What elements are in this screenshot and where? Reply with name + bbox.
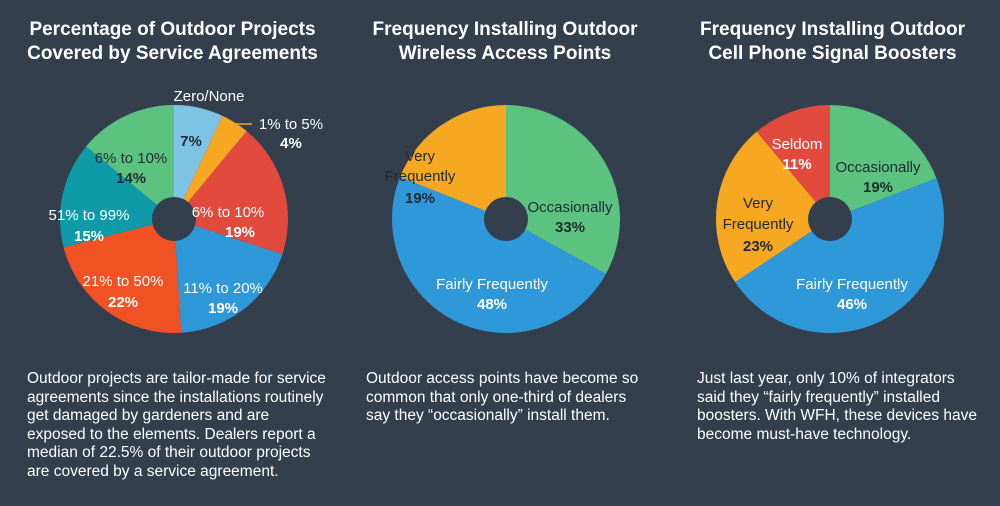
slice-name-label: 51% to 99% xyxy=(49,207,130,224)
pie-slice xyxy=(174,115,247,219)
pie-slice xyxy=(174,105,223,219)
slice-name-label: Fairly Frequently xyxy=(436,276,548,293)
slice-name-label: Very xyxy=(405,148,436,165)
chart-panel-service-agreements: Percentage of Outdoor Projects Covered b… xyxy=(0,0,345,506)
slice-value-label: 46% xyxy=(837,296,867,313)
slice-name-label: Occasionally xyxy=(527,199,613,216)
pie-slice xyxy=(756,105,830,219)
slice-name-label: Occasionally xyxy=(835,159,921,176)
slice-value-label: 19% xyxy=(863,179,893,196)
pie-chart: Occasionally 33% Fairly Frequently 48% Very F… xyxy=(385,105,621,333)
slice-name-label: 21% to 50% xyxy=(83,273,164,290)
pie-slice xyxy=(830,105,937,219)
pie-slice xyxy=(506,105,621,274)
pie-center-hole xyxy=(152,197,196,241)
slice-value-label: 4% xyxy=(280,135,302,152)
chart-caption: Outdoor access points have become so com… xyxy=(366,370,639,424)
slice-value-label: 19% xyxy=(208,300,238,317)
leader-line xyxy=(224,123,252,137)
chart-title: Frequency Installing Outdoor Wireless Ac… xyxy=(345,18,665,66)
chart-title-line: Frequency Installing Outdoor xyxy=(700,19,965,40)
pie-slice xyxy=(715,131,830,283)
chart-title-line: Wireless Access Points xyxy=(398,43,612,64)
slice-value-label: 7% xyxy=(180,133,202,150)
slice-name-label: 6% to 10% xyxy=(192,204,265,221)
pie-slice xyxy=(59,146,175,248)
slice-name-label: Frequently xyxy=(723,216,794,233)
slice-value-label: 19% xyxy=(225,224,255,241)
pie-chart: Zero/None 7% 1% to 5% 4% 6% to 10% 19% 11% to … xyxy=(49,88,323,334)
slice-value-label: 23% xyxy=(743,238,773,255)
pie-slice xyxy=(63,219,182,334)
chart-title: Percentage of Outdoor Projects Covered b… xyxy=(0,18,345,66)
chart-title-line: Frequency Installing Outdoor xyxy=(372,19,638,40)
slice-name-label: 6% to 10% xyxy=(95,150,168,167)
pie-center-hole xyxy=(808,197,852,241)
slice-value-label: 14% xyxy=(116,170,146,187)
pie-chart: Occasionally 19% Fairly Frequently 46% Very F… xyxy=(715,105,944,333)
slice-value-label: 15% xyxy=(74,228,104,245)
slice-name-label: Very xyxy=(743,195,774,212)
slice-name-label: Zero/None xyxy=(174,88,245,105)
slice-value-label: 11% xyxy=(782,156,811,173)
chart-title-line: Cell Phone Signal Boosters xyxy=(708,43,957,64)
chart-title: Frequency Installing Outdoor Cell Phone … xyxy=(665,18,1000,66)
pie-center-hole xyxy=(484,197,528,241)
chart-caption: Just last year, only 10% of integrators … xyxy=(697,370,977,443)
pie-slice xyxy=(174,219,283,333)
pie-slice xyxy=(392,177,606,333)
slice-value-label: 48% xyxy=(477,296,507,313)
chart-panel-signal-boosters: Frequency Installing Outdoor Cell Phone … xyxy=(665,0,1000,506)
slice-name-label: 11% to 20% xyxy=(183,280,263,297)
slice-name-label: Frequently xyxy=(385,168,456,185)
pie-slice xyxy=(86,105,174,219)
slice-value-label: 22% xyxy=(108,294,138,311)
chart-title-line: Percentage of Outdoor Projects xyxy=(29,19,316,40)
slice-name-label: Seldom xyxy=(772,136,823,153)
slice-name-label: 1% to 5% xyxy=(259,116,323,133)
slice-value-label: 19% xyxy=(405,190,435,207)
slice-value-label: 33% xyxy=(555,219,585,236)
pie-slice xyxy=(174,131,289,255)
pie-slice xyxy=(400,105,506,219)
slice-name-label: Fairly Frequently xyxy=(796,276,908,293)
pie-slice xyxy=(735,178,944,333)
chart-title-line: Covered by Service Agreements xyxy=(27,43,318,64)
chart-panel-wireless-access-points: Frequency Installing Outdoor Wireless Ac… xyxy=(345,0,665,506)
chart-caption: Outdoor projects are tailor-made for ser… xyxy=(27,370,326,480)
